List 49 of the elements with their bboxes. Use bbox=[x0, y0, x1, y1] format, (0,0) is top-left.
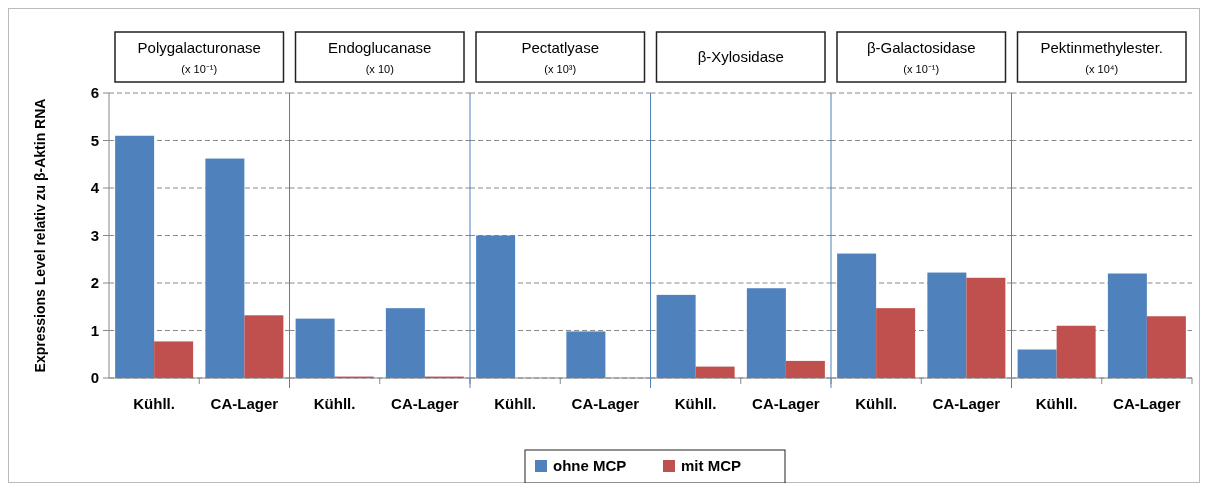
chart-title: Pektinmethylester. bbox=[1040, 39, 1164, 56]
x-tick-label: CA-Lager bbox=[1113, 395, 1181, 412]
bar bbox=[695, 366, 735, 378]
x-tick-label: CA-Lager bbox=[391, 395, 459, 412]
bar bbox=[205, 158, 245, 378]
chart-title: Polygalacturonase bbox=[137, 39, 261, 56]
y-axis-title: Expressions Level relativ zu β-Aktin RNA bbox=[32, 98, 48, 373]
bar bbox=[115, 135, 155, 378]
bar bbox=[244, 315, 284, 378]
y-tick-label: 6 bbox=[90, 84, 99, 102]
chart-subtitle: (x 10⁻¹) bbox=[181, 63, 218, 75]
bar bbox=[837, 253, 877, 378]
y-tick-label: 3 bbox=[90, 226, 99, 244]
x-tick-label: Kühll. bbox=[494, 395, 536, 412]
chart-title: Endoglucanase bbox=[328, 39, 432, 56]
x-tick-label: Kühll. bbox=[313, 395, 356, 412]
x-tick-label: CA-Lager bbox=[932, 395, 1001, 412]
bar bbox=[1107, 273, 1147, 378]
y-tick-label: 4 bbox=[90, 179, 100, 197]
bar bbox=[656, 294, 696, 378]
bar bbox=[1056, 325, 1096, 378]
chart-subtitle: (x 10) bbox=[365, 63, 394, 75]
x-tick-label: Kühll. bbox=[855, 395, 897, 412]
legend-label: ohne MCP bbox=[553, 457, 627, 474]
y-tick-label: 1 bbox=[90, 321, 99, 339]
bar bbox=[154, 341, 194, 378]
chart-title: β-Xylosidase bbox=[697, 48, 784, 65]
x-tick-label: Kühll. bbox=[674, 395, 717, 412]
chart-title: β-Galactosidase bbox=[866, 39, 976, 56]
y-tick-label: 2 bbox=[90, 274, 99, 292]
x-tick-label: CA-Lager bbox=[210, 395, 279, 412]
bar bbox=[1017, 349, 1057, 378]
bar bbox=[746, 288, 786, 378]
legend-label: mit MCP bbox=[681, 457, 741, 474]
x-tick-label: CA-Lager bbox=[752, 395, 820, 412]
y-tick-label: 5 bbox=[90, 131, 99, 149]
x-tick-label: Kühll. bbox=[1035, 395, 1078, 412]
chart-subtitle: (x 10⁻¹) bbox=[903, 63, 940, 75]
bar bbox=[876, 308, 916, 378]
bar bbox=[927, 272, 967, 378]
x-tick-label: CA-Lager bbox=[571, 395, 640, 412]
y-tick-label: 0 bbox=[90, 369, 99, 387]
chart-subtitle: (x 10³) bbox=[544, 63, 577, 75]
bar bbox=[966, 277, 1006, 378]
x-tick-label: Kühll. bbox=[133, 395, 175, 412]
bar bbox=[1146, 316, 1186, 378]
chart-title: Pectatlyase bbox=[521, 39, 600, 56]
chart-subtitle: (x 10⁴) bbox=[1085, 63, 1119, 75]
bar bbox=[785, 360, 825, 378]
